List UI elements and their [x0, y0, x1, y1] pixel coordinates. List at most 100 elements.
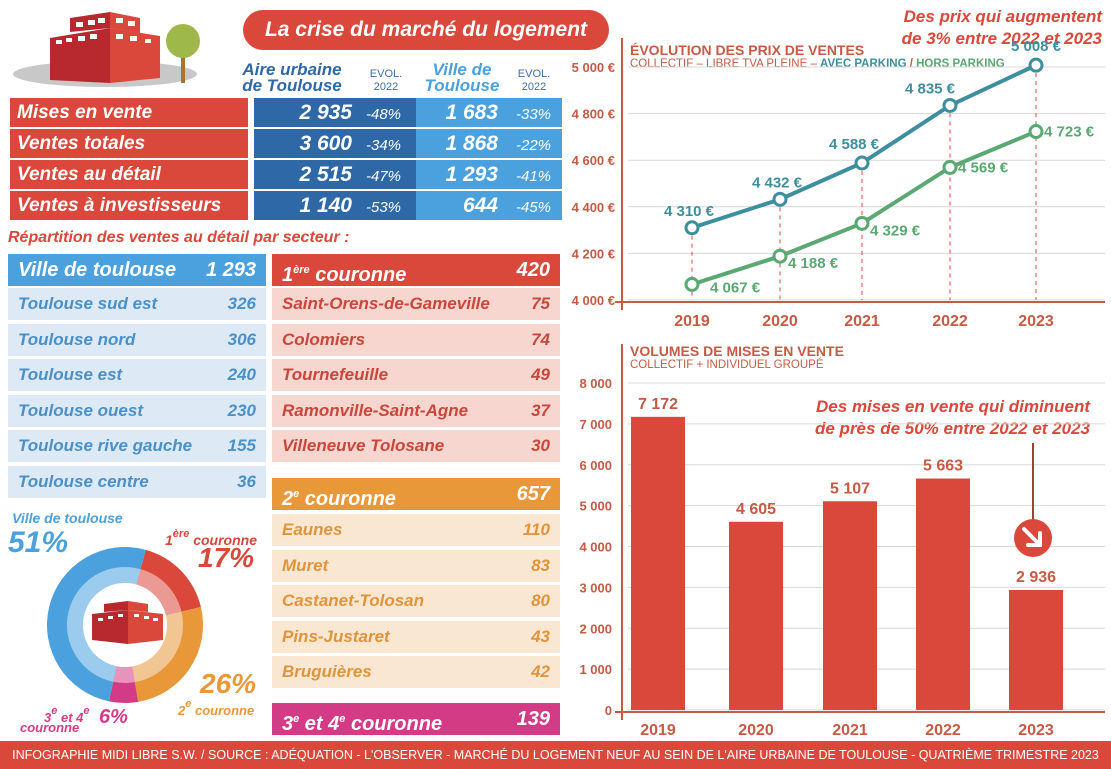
donut-slice-2	[132, 607, 203, 702]
ville-cell: 644 -45%	[416, 191, 562, 220]
arrow-down-right-icon	[1014, 519, 1052, 557]
data-point	[772, 191, 788, 207]
y-tick-label: 4 400 €	[572, 200, 615, 215]
data-label: 4 310 €	[664, 203, 715, 220]
ville-cell: 1 683 -33%	[416, 98, 562, 127]
row-label: Toulouse ouest	[18, 400, 143, 420]
bar-value-label: 7 172	[638, 396, 678, 413]
y-tick-label: 4 600 €	[572, 153, 615, 168]
bar-value-label: 2 936	[1016, 569, 1056, 586]
row-label: Colomiers	[282, 329, 366, 349]
y-tick-label: 2 000	[579, 621, 612, 636]
aire-value: 2 935	[299, 101, 352, 124]
line-chart-title: ÉVOLUTION DES PRIX DE VENTES	[630, 42, 865, 58]
ville-value: 644	[462, 194, 498, 217]
header-label: 2e couronne	[282, 488, 396, 510]
data-point	[942, 97, 958, 113]
data-point	[854, 215, 870, 231]
table-row: Tournefeuille 49	[272, 359, 560, 391]
data-label: 4 432 €	[752, 174, 803, 191]
row-value: 83	[531, 555, 550, 575]
y-tick-label: 4 800 €	[572, 107, 615, 122]
donut-inner-ring-1	[136, 569, 182, 616]
ville-evol: -33%	[516, 106, 552, 123]
donut-pct-c2: 26%	[200, 668, 257, 699]
y-tick-label: 3 000	[579, 580, 612, 595]
table-row: Bruguières 42	[272, 656, 560, 688]
table-row: Castanet-Tolosan 80	[272, 585, 560, 617]
row-label: Eaunes	[282, 520, 343, 539]
header-value: 420	[516, 259, 550, 281]
x-tick-label: 2023	[1018, 722, 1054, 739]
data-point	[942, 159, 958, 175]
page-title: La crise du marché du logement	[243, 10, 609, 50]
row-label: Toulouse sud est	[18, 294, 158, 313]
aire-evol: -47%	[366, 168, 402, 185]
series-line-1	[691, 129, 1037, 287]
donut-pct-c34: 6%	[99, 706, 128, 728]
x-tick-label: 2020	[738, 722, 774, 739]
table-row: Eaunes 110	[272, 514, 560, 546]
donut-label-c34b: couronne	[20, 720, 80, 735]
donut-pct-ville: 51%	[8, 526, 69, 559]
y-tick-label: 4 200 €	[572, 246, 615, 261]
row-label: Toulouse nord	[18, 329, 136, 349]
data-label: 4 569 €	[958, 159, 1009, 176]
tree-icon	[166, 24, 200, 83]
row-value: 306	[227, 329, 256, 349]
table-row: Pins-Justaret 43	[272, 620, 560, 653]
table-row: Toulouse rive gauche 155	[8, 430, 266, 462]
row-label: Pins-Justaret	[282, 626, 390, 646]
row-value: 49	[531, 365, 550, 384]
row-value: 43	[531, 626, 550, 646]
y-tick-label: 1 000	[579, 662, 612, 677]
row-label: Ventes totales	[10, 129, 248, 158]
data-label: 5 008 €	[1011, 38, 1062, 55]
donut-label-c34: 3e et 4e	[44, 705, 90, 725]
line-chart: 4 000 € 4 200 € 4 400 € 4 600 € 4 800 € 5 000…	[572, 38, 1105, 330]
donut-label-ville: Ville de toulouse	[12, 510, 123, 526]
data-label: 4 588 €	[829, 136, 880, 153]
data-label: 4 723 €	[1044, 124, 1095, 141]
donut-slice-3	[108, 666, 139, 703]
header-value: 139	[516, 708, 550, 730]
x-tick-label: 2022	[932, 313, 968, 330]
data-point	[684, 276, 700, 292]
y-tick-label: 7 000	[579, 417, 612, 432]
row-label: Muret	[282, 555, 329, 575]
table-row: Toulouse centre 36	[8, 465, 266, 498]
y-tick-label: 6 000	[579, 458, 612, 473]
data-label: 4 067 €	[710, 279, 761, 296]
row-value: 326	[227, 294, 256, 313]
donut-pct-c1: 17%	[198, 542, 255, 573]
aire-value: 2 515	[299, 163, 352, 186]
ville-evol: -45%	[516, 199, 552, 216]
donut-inner-ring-2	[132, 611, 183, 683]
row-value: 75	[531, 294, 550, 313]
row-label: Toulouse centre	[18, 471, 149, 491]
aire-evol: -34%	[366, 137, 402, 154]
ville-value: 1 293	[445, 163, 498, 186]
building-illustration	[13, 12, 200, 87]
col-header-aire: Aire urbaine de Toulouse	[242, 60, 342, 95]
row-label: Toulouse est	[18, 365, 123, 384]
table-row: Villeneuve Tolosane 30	[272, 430, 560, 462]
data-point	[1028, 124, 1044, 140]
y-tick-label: 8 000	[579, 376, 612, 391]
header-value: 657	[516, 483, 550, 505]
ville-evol: -41%	[516, 168, 552, 185]
donut-label-c1: 1ère couronne	[165, 528, 257, 548]
table-row: Muret 83	[272, 549, 560, 582]
data-label: 4 329 €	[870, 222, 921, 239]
col-header-evol-aire: EVOL. 2022	[369, 68, 403, 93]
bar-value-label: 5 107	[830, 480, 870, 497]
col-header-evol-ville: EVOL. 2022	[517, 68, 551, 93]
aire-cell: 2 515 -47%	[254, 160, 416, 189]
ville-value: 1 868	[445, 132, 498, 155]
y-tick-label: 0	[605, 703, 612, 718]
bar	[916, 478, 970, 710]
table-row: Toulouse nord 306	[8, 323, 266, 356]
bar	[631, 416, 685, 710]
bar-value-label: 4 605	[736, 501, 776, 518]
header-label: 3e et 4e couronne	[282, 713, 443, 735]
